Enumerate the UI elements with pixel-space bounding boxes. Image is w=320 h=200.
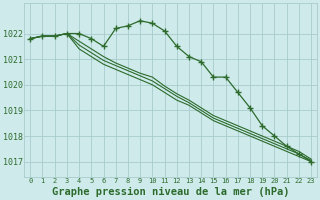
X-axis label: Graphe pression niveau de la mer (hPa): Graphe pression niveau de la mer (hPa) (52, 187, 290, 197)
